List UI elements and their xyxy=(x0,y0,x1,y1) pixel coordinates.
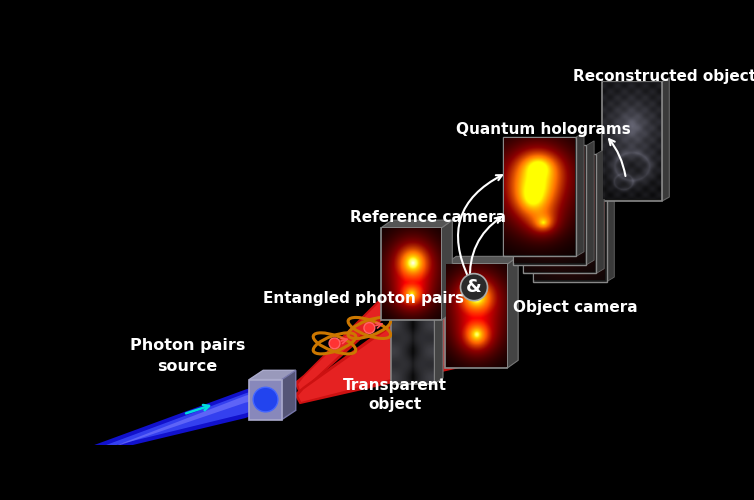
Polygon shape xyxy=(507,256,518,368)
Bar xyxy=(381,228,441,320)
Polygon shape xyxy=(662,78,670,201)
Bar xyxy=(503,137,576,256)
Text: Reference camera: Reference camera xyxy=(350,210,506,226)
Bar xyxy=(391,294,434,384)
Text: Photon pairs
source: Photon pairs source xyxy=(130,338,245,374)
Polygon shape xyxy=(298,288,464,402)
Text: Object camera: Object camera xyxy=(513,300,637,316)
Bar xyxy=(446,264,507,368)
Text: &: & xyxy=(466,278,482,296)
Bar xyxy=(513,146,587,265)
Circle shape xyxy=(329,338,340,349)
Polygon shape xyxy=(446,256,518,264)
Polygon shape xyxy=(94,380,280,454)
Polygon shape xyxy=(434,287,443,384)
Polygon shape xyxy=(116,386,278,446)
Polygon shape xyxy=(606,158,615,282)
Text: Transparent
object: Transparent object xyxy=(343,378,447,412)
Circle shape xyxy=(253,387,278,412)
Bar xyxy=(250,380,282,420)
Text: Quantum holograms: Quantum holograms xyxy=(456,122,631,137)
Polygon shape xyxy=(381,220,452,228)
Polygon shape xyxy=(250,370,296,380)
Polygon shape xyxy=(596,150,604,274)
Polygon shape xyxy=(282,370,296,420)
Bar xyxy=(602,82,662,201)
Polygon shape xyxy=(441,220,452,320)
Polygon shape xyxy=(587,141,594,265)
Polygon shape xyxy=(298,237,446,392)
Text: Entangled photon pairs: Entangled photon pairs xyxy=(263,291,464,306)
Polygon shape xyxy=(294,233,446,394)
Polygon shape xyxy=(391,287,443,294)
Polygon shape xyxy=(100,384,279,449)
Bar xyxy=(533,162,606,282)
Polygon shape xyxy=(576,132,584,256)
Polygon shape xyxy=(294,284,466,404)
Bar xyxy=(523,154,596,274)
Text: Reconstructed object: Reconstructed object xyxy=(573,70,754,84)
Circle shape xyxy=(364,322,375,334)
